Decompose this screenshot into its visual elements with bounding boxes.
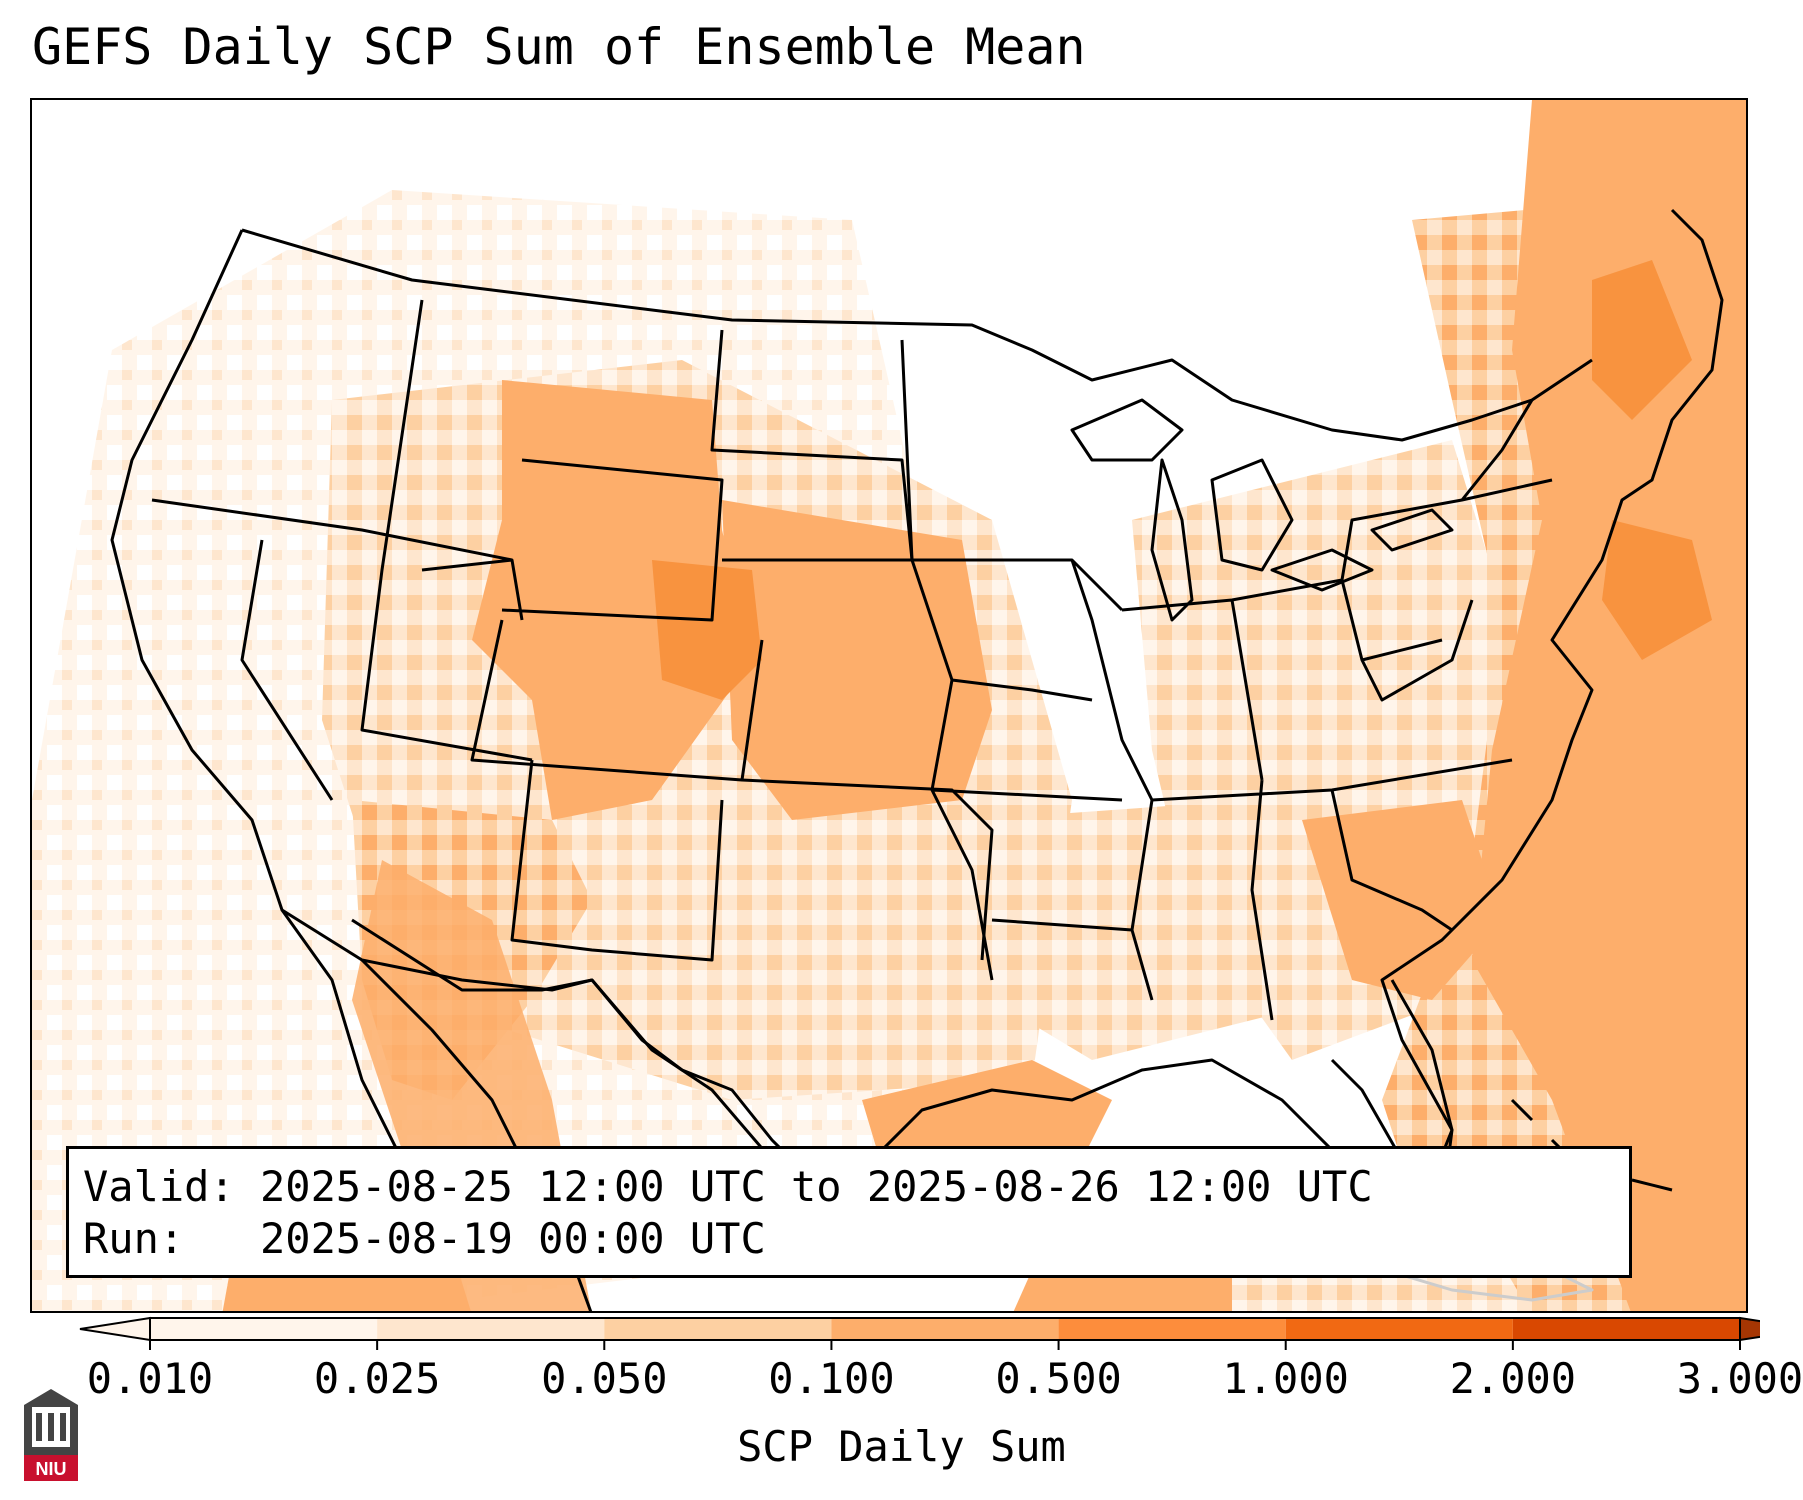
map-title: GEFS Daily SCP Sum of Ensemble Mean bbox=[32, 18, 1086, 76]
colorbar-tick-label: 0.100 bbox=[768, 1354, 895, 1403]
state-lines-west bbox=[151, 299, 994, 962]
scp-map bbox=[32, 100, 1746, 1311]
colorbar-segment bbox=[1058, 1318, 1286, 1340]
valid-run-box: Valid: 2025-08-25 12:00 UTC to 2025-08-2… bbox=[66, 1146, 1632, 1278]
shade-plains bbox=[722, 500, 992, 820]
colorbar-segments bbox=[79, 1316, 1760, 1350]
colorbar-segment bbox=[1285, 1318, 1513, 1340]
shade-colorado-core bbox=[652, 560, 762, 700]
run-label: Run: bbox=[83, 1214, 185, 1263]
colorbar-tick-label: 0.025 bbox=[313, 1354, 441, 1403]
colorbar-tick-label: 2.000 bbox=[1449, 1354, 1577, 1403]
colorbar-segment bbox=[150, 1318, 378, 1340]
great-lakes bbox=[1070, 398, 1454, 622]
shade-wyoming bbox=[472, 380, 752, 820]
colorbar-tick-label: 0.050 bbox=[541, 1354, 668, 1403]
state-lines-east bbox=[1121, 399, 1553, 1021]
colorbar-segment bbox=[831, 1318, 1059, 1340]
run-line: Run: 2025-08-19 00:00 UTC bbox=[83, 1213, 1615, 1265]
valid-text: 2025-08-25 12:00 UTC to 2025-08-26 12:00… bbox=[260, 1162, 1373, 1211]
colorbar-segment bbox=[1512, 1318, 1740, 1340]
niu-logo: NIU bbox=[24, 1389, 78, 1481]
colorbar-extend-min bbox=[79, 1316, 151, 1342]
shade-atlantic-core bbox=[1602, 520, 1712, 660]
colorbar-segment bbox=[377, 1318, 605, 1340]
colorbar-tick-label: 0.500 bbox=[995, 1354, 1122, 1403]
state-lines-central bbox=[900, 339, 1154, 1001]
us-outline bbox=[110, 208, 1724, 1212]
valid-label: Valid: bbox=[83, 1162, 235, 1211]
colorbar-label: SCP Daily Sum bbox=[737, 1422, 1066, 1471]
map-panel bbox=[30, 98, 1748, 1313]
shade-atlantic bbox=[1472, 100, 1746, 1311]
colorbar bbox=[79, 1316, 1760, 1350]
colorbar-tick-label: 1.000 bbox=[1222, 1354, 1349, 1403]
precip-shading bbox=[32, 100, 1746, 1311]
canada-border bbox=[241, 228, 1593, 442]
run-text: 2025-08-19 00:00 UTC bbox=[260, 1214, 766, 1263]
logo-text: NIU bbox=[36, 1459, 67, 1479]
colorbar-outline bbox=[149, 1317, 1741, 1341]
colorbar-segment bbox=[604, 1318, 832, 1340]
colorbar-tick-label: 3.000 bbox=[1676, 1354, 1803, 1403]
colorbar-tick-label: 0.010 bbox=[86, 1354, 214, 1403]
shade-northeast-core bbox=[1592, 260, 1692, 420]
colorbar-extend-max bbox=[1739, 1316, 1760, 1342]
valid-line: Valid: 2025-08-25 12:00 UTC to 2025-08-2… bbox=[83, 1161, 1615, 1213]
